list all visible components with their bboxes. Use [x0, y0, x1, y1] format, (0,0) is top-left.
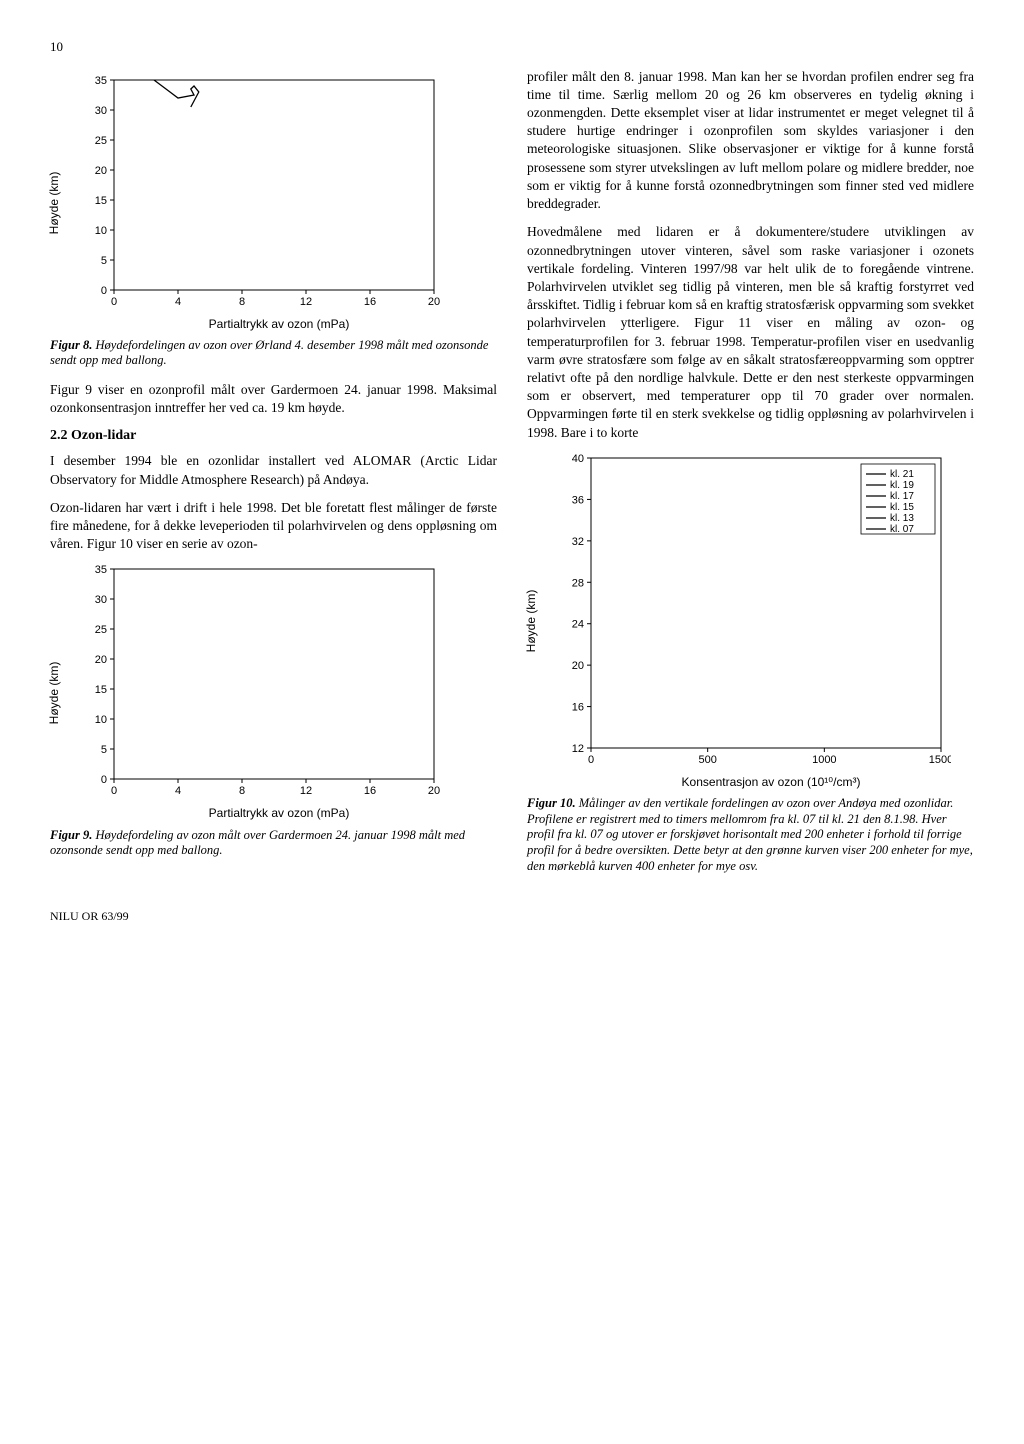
svg-text:kl. 15: kl. 15	[890, 502, 914, 513]
svg-text:8: 8	[239, 296, 245, 308]
fig9-ylabel: Høyde (km)	[46, 661, 62, 724]
svg-text:36: 36	[572, 494, 584, 506]
fig9-svg: 0 5 10 15 20 25 30 35 0 4 8 12 16 20	[84, 563, 444, 803]
fig8-ylabel: Høyde (km)	[46, 171, 62, 234]
fig10-ylabel: Høyde (km)	[523, 590, 539, 653]
fig9-caption-text: Høydefordeling av ozon målt over Garderm…	[50, 828, 465, 858]
fig8-svg: 0 5 10 15 20 25 30 35 0 4 8 12 16 20	[84, 74, 444, 314]
svg-text:8: 8	[239, 785, 245, 797]
fig9-xlabel: Partialtrykk av ozon (mPa)	[114, 805, 444, 821]
fig8-caption: Figur 8. Høydefordelingen av ozon over Ø…	[50, 338, 497, 369]
svg-text:35: 35	[95, 564, 107, 576]
svg-text:0: 0	[111, 785, 117, 797]
page-number: 10	[50, 38, 974, 56]
svg-text:5: 5	[101, 744, 107, 756]
svg-text:15: 15	[95, 195, 107, 207]
svg-text:25: 25	[95, 624, 107, 636]
fig8-caption-text: Høydefordelingen av ozon over Ørland 4. …	[50, 338, 488, 368]
svg-text:20: 20	[95, 654, 107, 666]
fig8-chart: Høyde (km) 05101520253035 048121620 Part…	[84, 74, 444, 332]
svg-text:kl. 13: kl. 13	[890, 513, 914, 524]
svg-text:40: 40	[572, 453, 584, 465]
svg-text:32: 32	[572, 536, 584, 548]
svg-text:16: 16	[364, 785, 376, 797]
svg-text:30: 30	[95, 105, 107, 117]
para-lidar-1: I desember 1994 ble en ozonlidar install…	[50, 452, 497, 488]
svg-text:500: 500	[698, 754, 716, 766]
svg-text:kl. 19: kl. 19	[890, 480, 914, 491]
svg-text:20: 20	[428, 785, 440, 797]
svg-text:10: 10	[95, 714, 107, 726]
svg-text:16: 16	[364, 296, 376, 308]
svg-text:kl. 21: kl. 21	[890, 469, 914, 480]
svg-text:0: 0	[111, 296, 117, 308]
svg-text:kl. 17: kl. 17	[890, 491, 914, 502]
fig10-caption: Figur 10. Målinger av den vertikale ford…	[527, 796, 974, 874]
section-2-2-heading: 2.2 Ozon-lidar	[50, 427, 497, 446]
fig10-chart: Høyde (km) 1216202428323640 050010001500…	[561, 452, 951, 790]
fig9-caption: Figur 9. Høydefordeling av ozon målt ove…	[50, 828, 497, 859]
fig10-xlabel: Konsentrasjon av ozon (10¹⁰/cm³)	[591, 774, 951, 790]
fig8-caption-label: Figur 8.	[50, 338, 92, 352]
svg-text:15: 15	[95, 684, 107, 696]
two-column-layout: Høyde (km) 0 5 10 15 20 25 30 35 0 4 8 12 16 20 Part…	[50, 68, 974, 887]
svg-text:10: 10	[95, 225, 107, 237]
svg-text:20: 20	[95, 165, 107, 177]
svg-text:30: 30	[95, 594, 107, 606]
para-fig9-intro: Figur 9 viser en ozonprofil målt over Ga…	[50, 381, 497, 417]
svg-text:20: 20	[572, 660, 584, 672]
svg-text:kl. 07: kl. 07	[890, 524, 914, 535]
svg-text:16: 16	[572, 701, 584, 713]
para-lidar-2: Ozon-lidaren har vært i drift i hele 199…	[50, 499, 497, 554]
svg-text:20: 20	[428, 296, 440, 308]
fig8-xlabel: Partialtrykk av ozon (mPa)	[114, 316, 444, 332]
svg-text:4: 4	[175, 785, 181, 797]
svg-text:4: 4	[175, 296, 181, 308]
fig9-caption-label: Figur 9.	[50, 828, 92, 842]
left-column: Høyde (km) 05101520253035 048121620 Part…	[50, 68, 497, 887]
footer-text: NILU OR 63/99	[50, 908, 974, 924]
svg-text:12: 12	[300, 785, 312, 797]
svg-text:1500: 1500	[929, 754, 951, 766]
right-para-1: profiler målt den 8. januar 1998. Man ka…	[527, 68, 974, 214]
svg-text:0: 0	[588, 754, 594, 766]
svg-text:12: 12	[300, 296, 312, 308]
svg-text:0: 0	[101, 285, 107, 297]
svg-text:25: 25	[95, 135, 107, 147]
svg-text:35: 35	[95, 75, 107, 87]
fig10-caption-text: Målinger av den vertikale fordelingen av…	[527, 796, 973, 873]
svg-text:28: 28	[572, 577, 584, 589]
fig10-svg: 1216202428323640 050010001500 kl. 21kl. …	[561, 452, 951, 772]
svg-text:24: 24	[572, 619, 584, 631]
svg-text:1000: 1000	[812, 754, 836, 766]
svg-text:5: 5	[101, 255, 107, 267]
right-para-2: Hovedmålene med lidaren er å dokumentere…	[527, 223, 974, 442]
svg-text:0: 0	[101, 774, 107, 786]
fig9-chart: Høyde (km) 05101520253035 048121620 Part…	[84, 563, 444, 821]
svg-text:12: 12	[572, 743, 584, 755]
fig10-caption-label: Figur 10.	[527, 796, 576, 810]
right-column: profiler målt den 8. januar 1998. Man ka…	[527, 68, 974, 887]
